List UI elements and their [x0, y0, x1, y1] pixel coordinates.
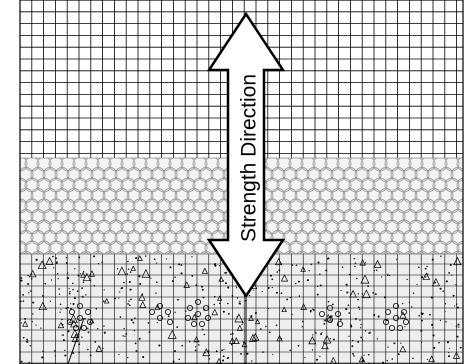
double-arrow-icon — [206, 11, 286, 299]
diagram-frame — [19, 0, 464, 364]
leader-line-left — [67, 317, 85, 364]
concrete-layer — [20, 253, 463, 364]
arrow-label: Strength Direction — [238, 74, 261, 242]
